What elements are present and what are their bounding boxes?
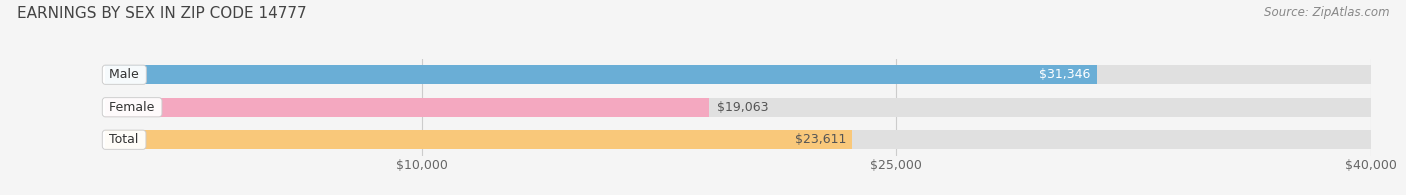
- Bar: [105, 65, 1097, 84]
- Text: $19,063: $19,063: [717, 101, 769, 114]
- Text: Total: Total: [105, 133, 143, 146]
- Text: $23,611: $23,611: [794, 133, 846, 146]
- Text: EARNINGS BY SEX IN ZIP CODE 14777: EARNINGS BY SEX IN ZIP CODE 14777: [17, 6, 307, 21]
- Text: Female: Female: [105, 101, 159, 114]
- Bar: [105, 130, 852, 149]
- Bar: [105, 98, 709, 117]
- Bar: [105, 130, 1371, 149]
- Text: Source: ZipAtlas.com: Source: ZipAtlas.com: [1264, 6, 1389, 19]
- Text: Male: Male: [105, 68, 143, 81]
- Text: $31,346: $31,346: [1039, 68, 1091, 81]
- Bar: [105, 65, 1371, 84]
- Bar: [105, 98, 1371, 117]
